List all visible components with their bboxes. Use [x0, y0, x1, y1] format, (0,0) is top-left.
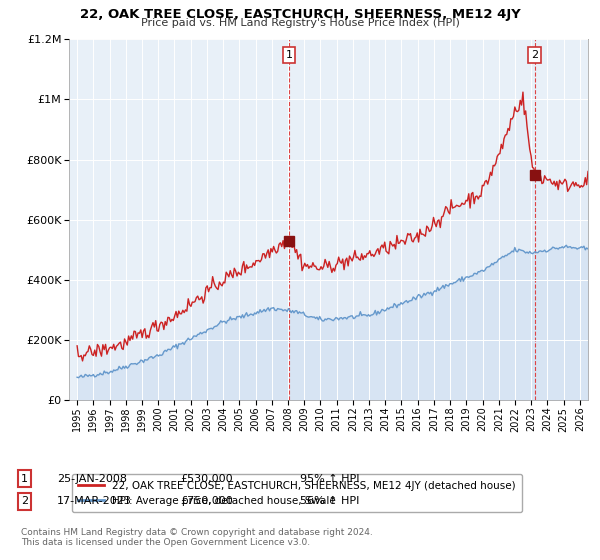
Text: 56% ↑ HPI: 56% ↑ HPI [300, 496, 359, 506]
Text: Price paid vs. HM Land Registry's House Price Index (HPI): Price paid vs. HM Land Registry's House … [140, 18, 460, 29]
Text: 17-MAR-2023: 17-MAR-2023 [57, 496, 132, 506]
Text: 95% ↑ HPI: 95% ↑ HPI [300, 474, 359, 484]
Text: 25-JAN-2008: 25-JAN-2008 [57, 474, 127, 484]
Text: Contains HM Land Registry data © Crown copyright and database right 2024.
This d: Contains HM Land Registry data © Crown c… [21, 528, 373, 547]
Text: 1: 1 [21, 474, 28, 484]
Text: 22, OAK TREE CLOSE, EASTCHURCH, SHEERNESS, ME12 4JY: 22, OAK TREE CLOSE, EASTCHURCH, SHEERNES… [80, 8, 520, 21]
Legend: 22, OAK TREE CLOSE, EASTCHURCH, SHEERNESS, ME12 4JY (detached house), HPI: Avera: 22, OAK TREE CLOSE, EASTCHURCH, SHEERNES… [71, 474, 522, 512]
Text: 2: 2 [531, 50, 538, 60]
Text: 1: 1 [286, 50, 293, 60]
Text: 2: 2 [21, 496, 28, 506]
Text: £750,000: £750,000 [180, 496, 233, 506]
Text: £530,000: £530,000 [180, 474, 233, 484]
